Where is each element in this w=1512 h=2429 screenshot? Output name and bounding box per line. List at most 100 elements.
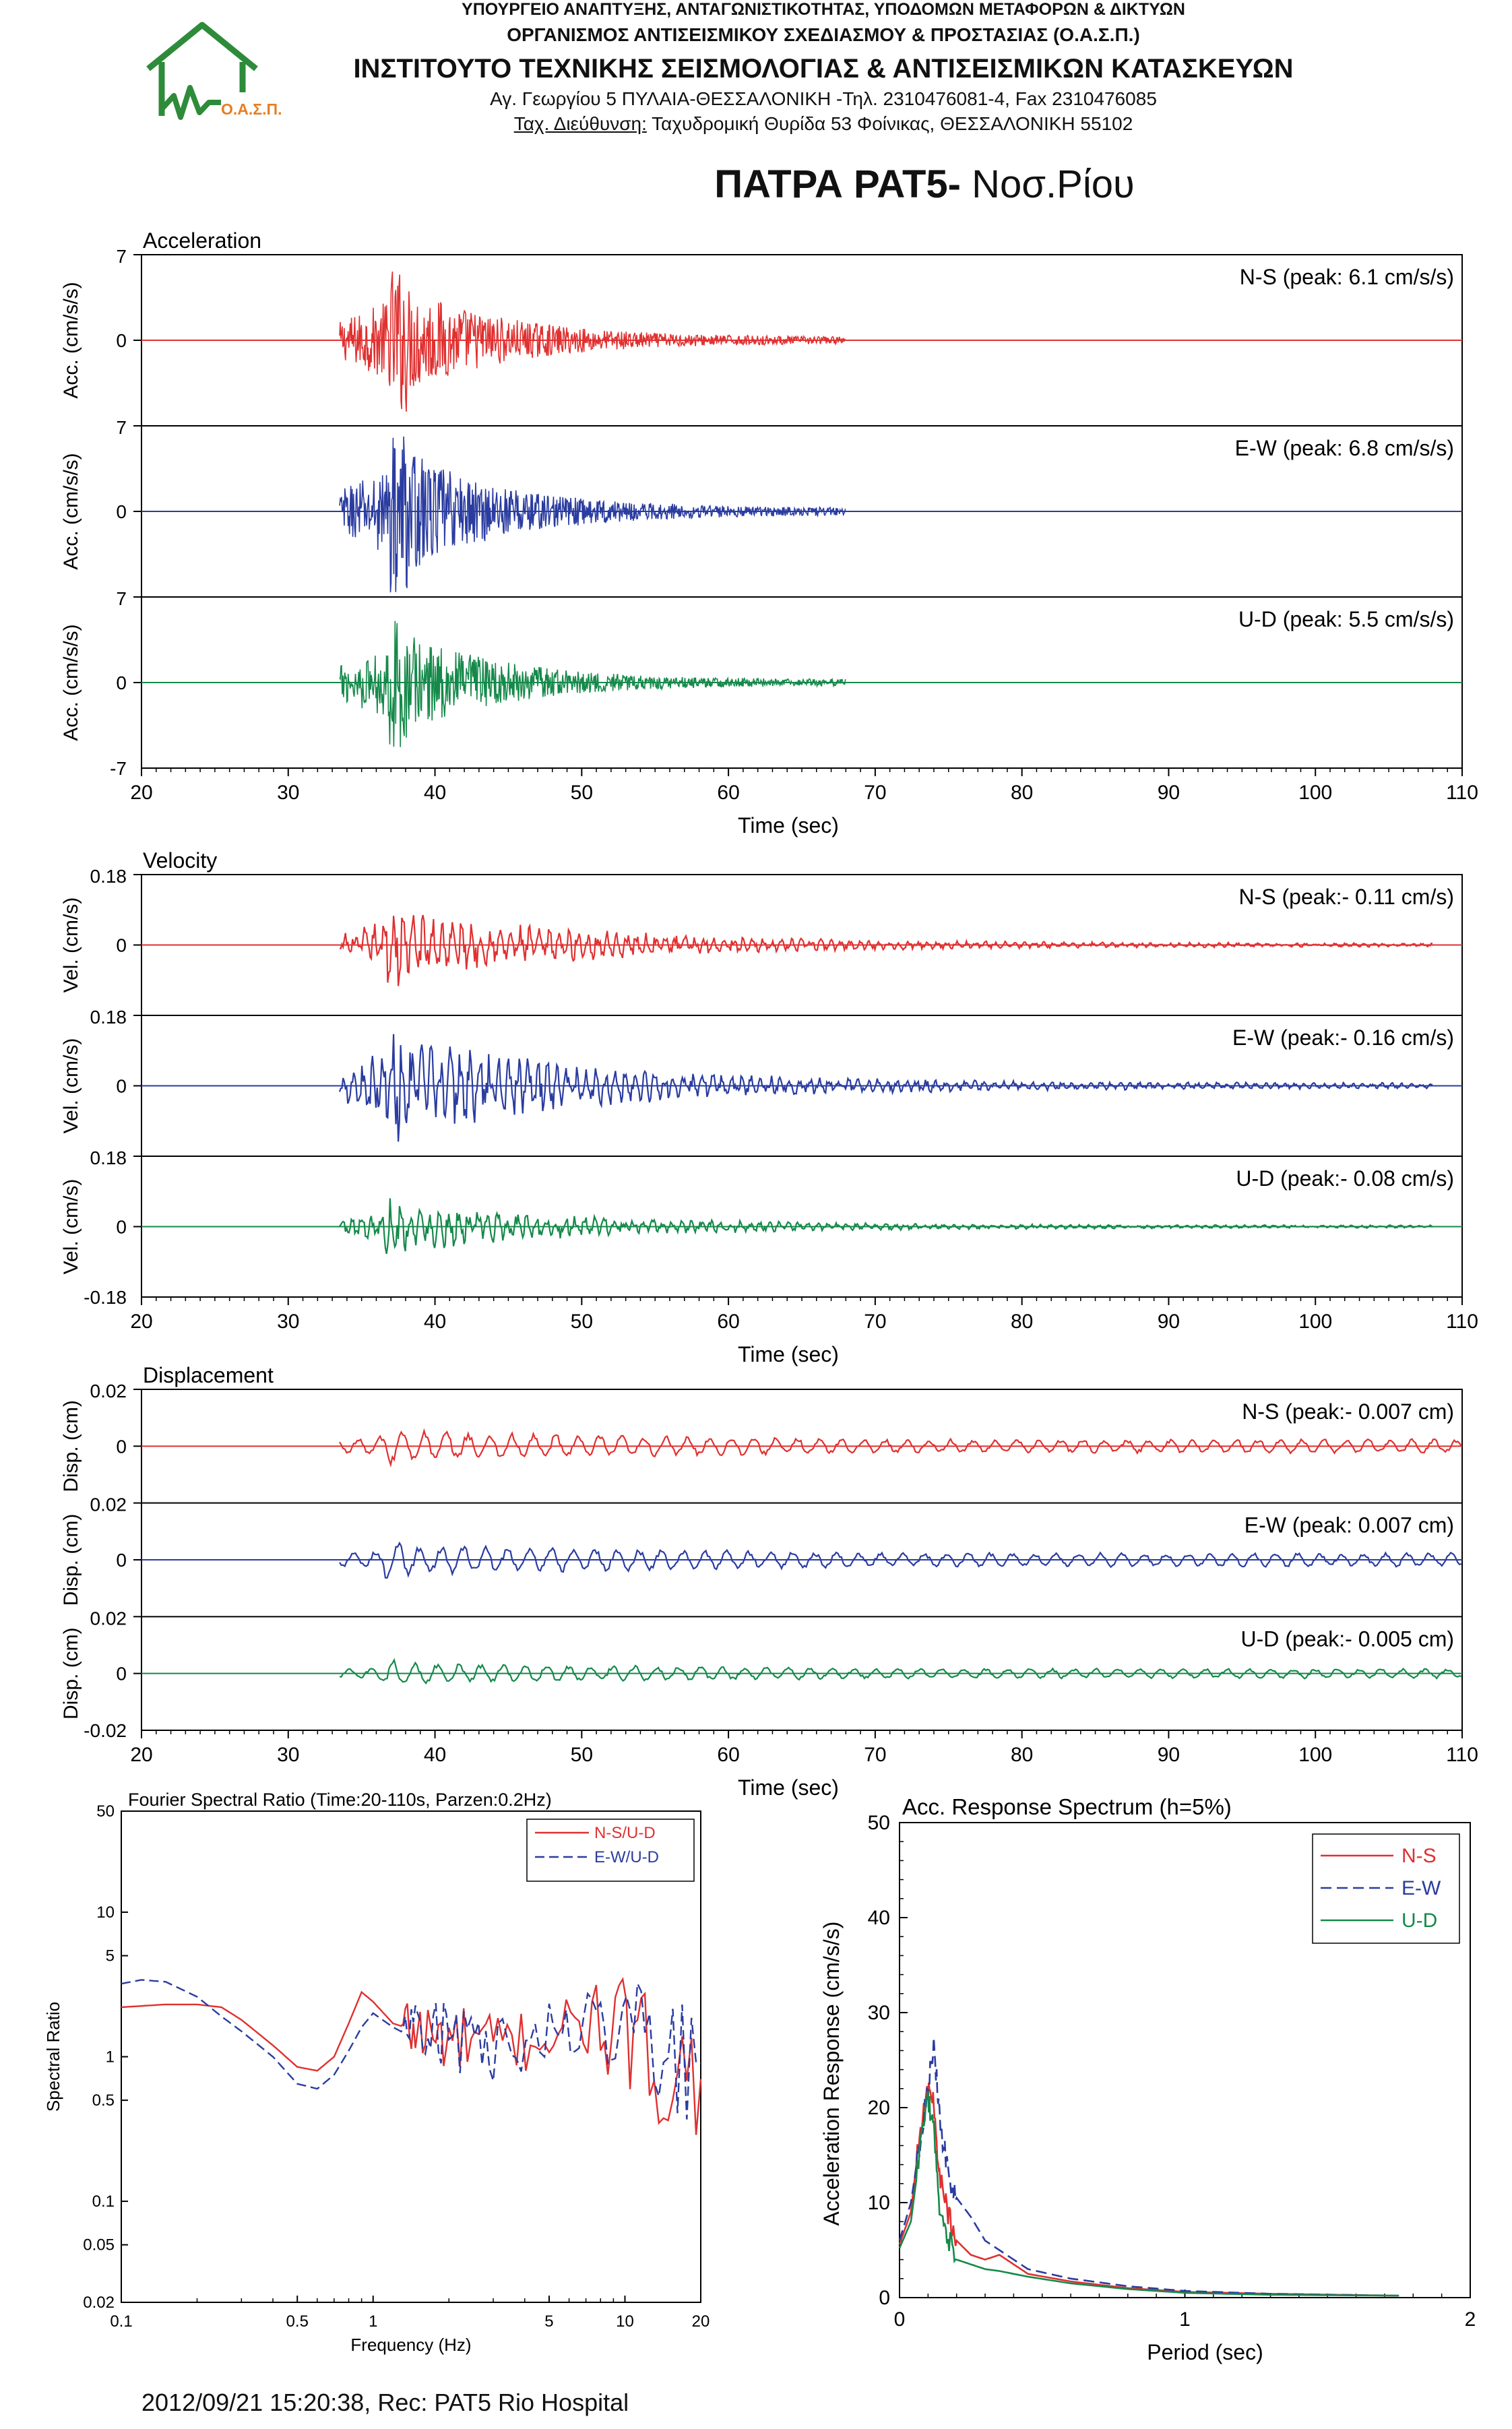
acceleration-xtick-label-50: 50 [571,782,593,804]
velocity-u-d-ytick-zero: 0 [116,1217,127,1238]
displacement-title: Displacement [143,1363,274,1387]
response-ylabel: Acceleration Response (cm/s/s) [819,1922,844,2226]
displacement-xtick-label-50: 50 [571,1744,593,1766]
fourier-ytick-label: 1 [106,2048,115,2067]
acceleration-u-d-ytick-bottom: -7 [110,758,127,779]
organization-line: ΟΡΓΑΝΙΣΜΟΣ ΑΝΤΙΣΕΙΣΜΙΚΟΥ ΣΧΕΔΙΑΣΜΟΥ & ΠΡ… [507,24,1140,45]
displacement-xtick-label-80: 80 [1011,1744,1033,1766]
fourier-xtick-label: 10 [616,2312,634,2331]
velocity-xtick-label-20: 20 [130,1311,152,1333]
response-xtick-label: 1 [1179,2308,1191,2331]
velocity-xtick-label-100: 100 [1298,1311,1332,1333]
velocity-title: Velocity [143,848,217,873]
ministry-line: ΥΠΟΥΡΓΕΙΟ ΑΝΑΠΤΥΞΗΣ, ΑΝΤΑΓΩΝΙΣΤΙΚΟΤΗΤΑΣ,… [462,0,1185,19]
displacement-xtick-label-100: 100 [1298,1744,1332,1766]
institute-line: ΙΝΣΤΙΤΟΥΤΟ ΤΕΧΝΙΚΗΣ ΣΕΙΣΜΟΛΟΓΙΑΣ & ΑΝΤΙΣ… [353,54,1294,84]
acceleration-u-d-peak-label: U-D (peak: 5.5 cm/s/s) [1238,607,1454,631]
displacement-xtick-label-30: 30 [277,1744,299,1766]
logo-text: Ο.Α.Σ.Π. [221,100,282,118]
acceleration-xtick-label-40: 40 [424,782,446,804]
response-legend-label: E-W [1401,1877,1441,1899]
velocity-n-s-ylabel: Vel. (cm/s) [60,897,82,993]
acceleration-xtick-label-90: 90 [1158,782,1180,804]
displacement-xtick-label-60: 60 [717,1744,739,1766]
displacement-u-d-ylabel: Disp. (cm) [60,1627,82,1720]
displacement-xtick-label-90: 90 [1158,1744,1180,1766]
velocity-u-d-peak-label: U-D (peak:- 0.08 cm/s) [1236,1166,1454,1191]
acceleration-e-w-ytick-top: 7 [116,417,127,438]
acceleration-n-s-ytick-zero: 0 [116,330,127,351]
page-title: ΠΑΤΡΑ PAT5- Νοσ.Ρίου [0,162,1512,207]
acceleration-e-w-ylabel: Acc. (cm/s/s) [60,453,82,569]
response-ytick-label: 50 [868,1812,890,1834]
displacement-xtick-label-110: 110 [1446,1744,1478,1766]
velocity-xtick-label-110: 110 [1446,1311,1478,1333]
acceleration-xtick-label-110: 110 [1446,782,1478,804]
acceleration-xtick-label-100: 100 [1298,782,1332,804]
velocity-xtick-label-30: 30 [277,1311,299,1333]
fourier-ytick-label: 0.1 [92,2193,115,2211]
velocity-n-s-trace [340,914,1433,986]
fourier-ytick-label: 5 [106,1947,115,1965]
footer-caption: 2012/09/21 15:20:38, Rec: PAT5 Rio Hospi… [141,2389,629,2416]
response-ytick-label: 20 [868,2097,890,2119]
displacement-u-d-ytick-top: 0.02 [90,1608,127,1629]
velocity-xtick-label-40: 40 [424,1311,446,1333]
fourier-xlabel: Frequency (Hz) [350,2335,471,2355]
response-xtick-label: 0 [894,2308,906,2331]
acceleration-e-w-peak-label: E-W (peak: 6.8 cm/s/s) [1235,436,1454,460]
response-ytick-label: 0 [879,2287,890,2309]
address-line: Αγ. Γεωργίου 5 ΠΥΛΑΙΑ-ΘΕΣΣΑΛΟΝΙΚΗ -Τηλ. … [490,88,1157,109]
displacement-xtick-label-40: 40 [424,1744,446,1766]
page-title-bold: ΠΑΤΡΑ PAT5- [714,162,961,206]
velocity-xtick-label-80: 80 [1011,1311,1033,1333]
response-ytick-label: 40 [868,1907,890,1929]
acceleration-n-s-peak-label: N-S (peak: 6.1 cm/s/s) [1240,265,1454,289]
response-xtick-label: 2 [1465,2308,1476,2331]
fourier-legend [526,1819,695,1882]
response-ytick-label: 30 [868,2002,890,2024]
fourier-xtick-label: 0.1 [110,2312,132,2331]
response-series-e-w [898,2037,1399,2297]
velocity-xlabel: Time (sec) [738,1342,839,1366]
displacement-u-d-ytick-bottom: -0.02 [84,1720,127,1741]
fourier-xtick-label: 20 [692,2312,710,2331]
velocity-e-w-ytick-zero: 0 [116,1076,127,1097]
fourier-series-e-w-u-d [121,1979,701,2120]
displacement-e-w-peak-label: E-W (peak: 0.007 cm) [1245,1513,1454,1538]
displacement-u-d-ytick-zero: 0 [116,1664,127,1684]
acceleration-xtick-label-60: 60 [717,782,739,804]
fourier-ytick-label: 10 [96,1903,115,1922]
acceleration-e-w-ytick-zero: 0 [116,501,127,522]
response-legend-label: U-D [1401,1910,1437,1932]
acceleration-title: Acceleration [143,228,261,253]
velocity-n-s-ytick-top: 0.18 [90,866,127,887]
velocity-e-w-ylabel: Vel. (cm/s) [60,1038,82,1134]
displacement-xlabel: Time (sec) [738,1775,839,1800]
velocity-e-w-ytick-top: 0.18 [90,1007,127,1028]
house-icon [146,22,258,120]
displacement-n-s-ytick-top: 0.02 [90,1381,127,1401]
fourier-xtick-label: 0.5 [286,2312,309,2331]
displacement-e-w-ytick-top: 0.02 [90,1494,127,1515]
fourier-title: Fourier Spectral Ratio (Time:20-110s, Pa… [128,1790,552,1810]
response-series-n-s [898,2082,1399,2297]
fourier-xtick-label: 1 [369,2312,377,2331]
acceleration-u-d-ytick-zero: 0 [116,672,127,693]
acceleration-u-d-ylabel: Acc. (cm/s/s) [60,624,82,740]
acceleration-n-s-ytick-top: 7 [116,246,127,267]
fourier-ylabel: Spectral Ratio [43,2002,63,2112]
displacement-u-d-peak-label: U-D (peak:- 0.005 cm) [1240,1627,1454,1651]
velocity-xtick-label-60: 60 [717,1311,739,1333]
response-xlabel: Period (sec) [1147,2340,1263,2364]
displacement-xtick-label-70: 70 [864,1744,886,1766]
fourier-series-n-s-u-d [121,1976,702,2135]
acceleration-xtick-label-70: 70 [864,782,886,804]
response-ytick-label: 10 [868,2192,890,2214]
fourier-frame [121,1810,701,2303]
response-legend-label: N-S [1401,1845,1437,1867]
displacement-e-w-ytick-zero: 0 [116,1550,127,1571]
acceleration-n-s-ylabel: Acc. (cm/s/s) [60,282,82,398]
